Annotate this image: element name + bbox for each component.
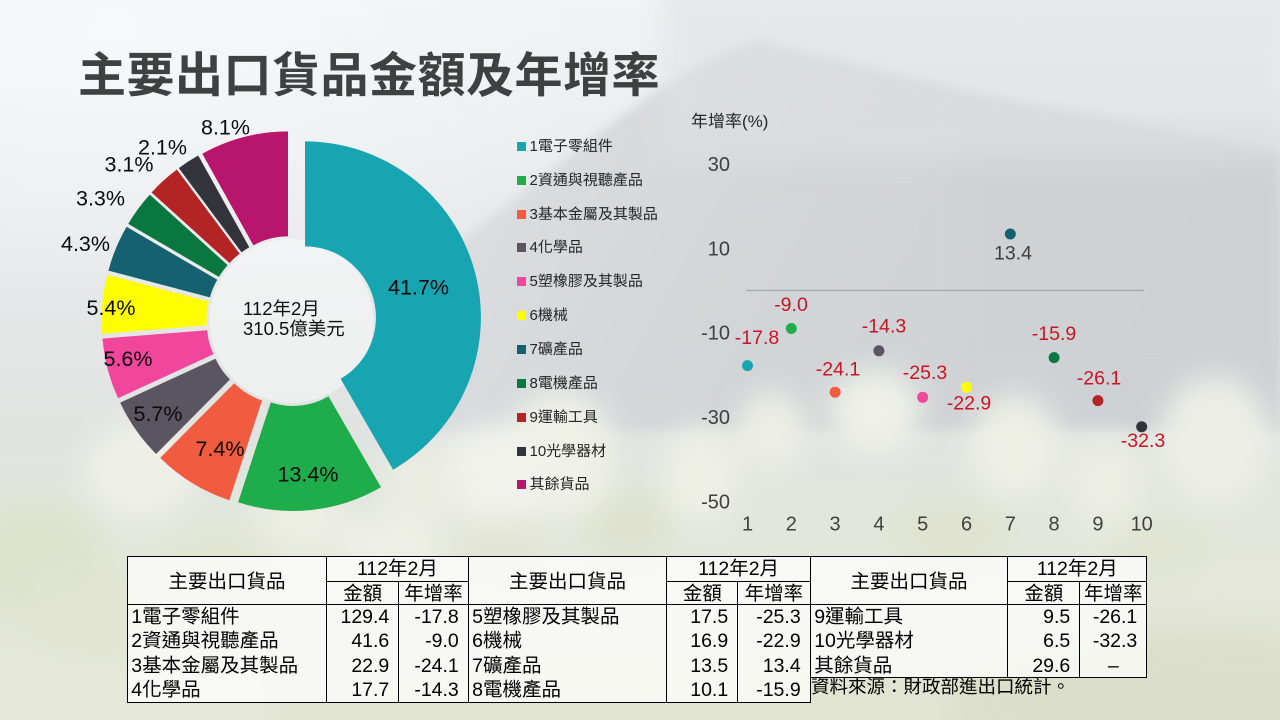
svg-text:13.4%: 13.4% [278,463,339,487]
svg-text:-50: -50 [701,492,730,514]
svg-text:8.1%: 8.1% [201,116,250,140]
svg-text:6: 6 [961,514,972,536]
svg-text:30: 30 [708,154,730,176]
svg-text:-32.3: -32.3 [1121,430,1165,452]
svg-text:年增率(%): 年增率(%) [691,112,768,131]
svg-text:-9.0: -9.0 [774,294,808,316]
svg-text:3: 3 [830,514,841,536]
svg-text:-10: -10 [701,323,730,345]
svg-text:1: 1 [742,514,753,536]
svg-text:8: 8 [1049,514,1060,536]
svg-text:7: 7 [1005,514,1016,536]
svg-text:13.4: 13.4 [994,242,1032,264]
svg-text:-14.3: -14.3 [862,315,906,337]
svg-text:10: 10 [708,238,730,260]
svg-text:-30: -30 [701,407,730,429]
svg-text:-15.9: -15.9 [1032,323,1076,345]
svg-text:3.1%: 3.1% [104,153,153,177]
svg-text:-22.9: -22.9 [947,392,991,414]
svg-text:5.6%: 5.6% [103,347,152,371]
svg-text:5.7%: 5.7% [133,402,182,426]
svg-text:41.7%: 41.7% [388,276,449,300]
svg-text:-17.8: -17.8 [735,327,779,349]
svg-text:7.4%: 7.4% [195,437,244,461]
svg-text:5.4%: 5.4% [86,296,135,320]
svg-text:4: 4 [873,514,884,536]
svg-text:9: 9 [1092,514,1103,536]
svg-text:-24.1: -24.1 [816,358,860,380]
svg-text:2: 2 [786,514,797,536]
svg-text:2.1%: 2.1% [138,136,187,160]
svg-text:3.3%: 3.3% [76,187,125,211]
svg-text:-26.1: -26.1 [1077,367,1121,389]
svg-text:10: 10 [1131,514,1153,536]
svg-text:4.3%: 4.3% [61,232,110,256]
svg-text:5: 5 [917,514,928,536]
svg-text:-25.3: -25.3 [903,362,947,384]
